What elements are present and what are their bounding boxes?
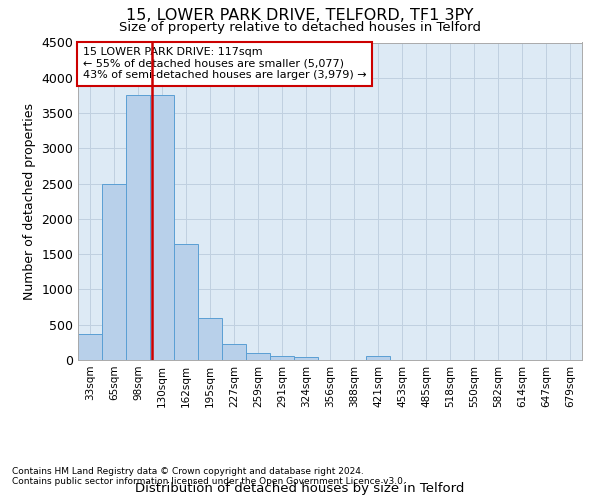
- Bar: [102, 184, 126, 360]
- Bar: [150, 96, 174, 360]
- Bar: [78, 334, 102, 360]
- Bar: [126, 96, 150, 360]
- Bar: [246, 352, 270, 360]
- Bar: [294, 357, 318, 360]
- Text: Contains HM Land Registry data © Crown copyright and database right 2024.: Contains HM Land Registry data © Crown c…: [12, 467, 364, 476]
- Bar: [222, 344, 246, 360]
- Text: 15, LOWER PARK DRIVE, TELFORD, TF1 3PY: 15, LOWER PARK DRIVE, TELFORD, TF1 3PY: [126, 8, 474, 22]
- Text: Contains public sector information licensed under the Open Government Licence v3: Contains public sector information licen…: [12, 477, 406, 486]
- Text: Size of property relative to detached houses in Telford: Size of property relative to detached ho…: [119, 21, 481, 34]
- Text: 15 LOWER PARK DRIVE: 117sqm
← 55% of detached houses are smaller (5,077)
43% of : 15 LOWER PARK DRIVE: 117sqm ← 55% of det…: [83, 48, 367, 80]
- Bar: [366, 356, 390, 360]
- Bar: [174, 244, 198, 360]
- Bar: [198, 318, 222, 360]
- Text: Distribution of detached houses by size in Telford: Distribution of detached houses by size …: [136, 482, 464, 495]
- Bar: [270, 356, 294, 360]
- Y-axis label: Number of detached properties: Number of detached properties: [23, 103, 36, 300]
